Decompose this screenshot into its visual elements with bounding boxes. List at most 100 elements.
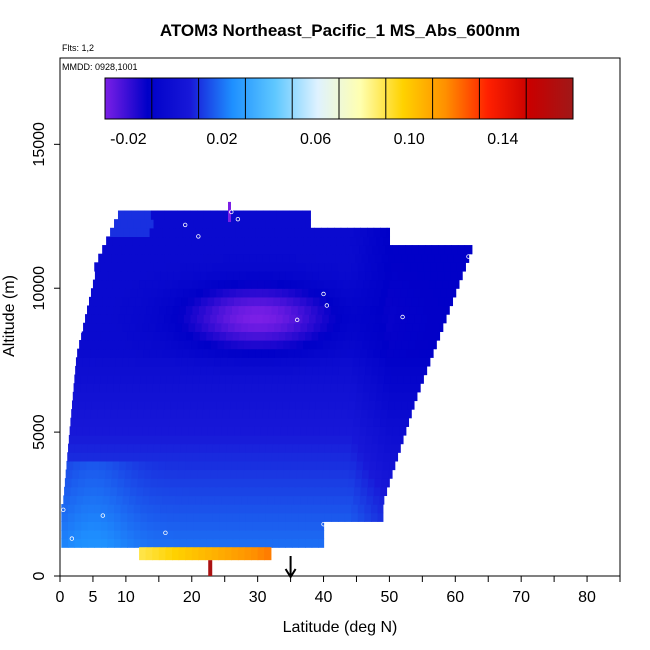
heatmap-cell (325, 365, 333, 376)
heatmap-cell (201, 495, 209, 505)
heatmap-cell (183, 288, 191, 298)
heatmap-cell (295, 210, 304, 220)
heatmap-cell (228, 227, 236, 238)
heatmap-cell (407, 314, 416, 324)
heatmap-cell (262, 409, 270, 419)
heatmap-cell (184, 391, 192, 402)
heatmap-cell (375, 469, 383, 479)
heatmap-cell (326, 322, 335, 332)
heatmap-cell (131, 469, 139, 479)
heatmap-cell (336, 236, 344, 246)
heatmap-cell (275, 478, 283, 488)
heatmap-cell (83, 486, 92, 497)
heatmap-cell (339, 426, 347, 436)
heatmap-cell (274, 495, 282, 505)
heatmap-cell (292, 365, 300, 376)
heatmap-cell (318, 270, 327, 281)
heatmap-cell (150, 478, 158, 488)
heatmap-cell (385, 245, 393, 255)
heatmap-cell (346, 495, 354, 505)
heatmap-cell (180, 270, 188, 281)
heatmap-cell (185, 383, 193, 393)
heatmap-cell (160, 512, 168, 522)
heatmap-cell (125, 279, 134, 289)
heatmap-cell (337, 374, 346, 384)
heatmap-cell (70, 417, 78, 427)
heatmap-cell (237, 391, 245, 402)
heatmap-cell (163, 288, 171, 298)
heatmap-cell (99, 391, 107, 402)
heatmap-cell (76, 426, 84, 436)
heatmap-cell (366, 417, 375, 427)
heatmap-cell (319, 426, 328, 436)
heatmap-cell (129, 486, 138, 497)
heatmap-cell (156, 227, 164, 238)
heatmap-cell (380, 227, 388, 238)
heatmap-cell (258, 374, 267, 384)
heatmap-cell (311, 538, 319, 548)
heatmap-cell (415, 391, 418, 402)
heatmap-cell (287, 348, 296, 358)
heatmap-cell (314, 409, 323, 419)
heatmap-cell (357, 305, 365, 315)
heatmap-cell (394, 253, 402, 263)
heatmap-cell (94, 374, 102, 384)
heatmap-cell (157, 253, 165, 263)
heatmap-cell (125, 460, 133, 471)
heatmap-cell (222, 478, 231, 488)
low-layer-cell (198, 547, 206, 561)
heatmap-cell (313, 495, 321, 505)
heatmap-cell (162, 227, 170, 238)
heatmap-cell (317, 305, 325, 315)
heatmap-cell (212, 512, 221, 522)
heatmap-cell (85, 400, 93, 410)
heatmap-cell (152, 305, 161, 315)
latitude-arrow (284, 556, 297, 579)
heatmap-cell (275, 409, 283, 419)
heatmap-cell (311, 443, 319, 453)
heatmap-cell (298, 512, 306, 522)
heatmap-cell (137, 400, 146, 410)
heatmap-cell (186, 504, 194, 514)
heatmap-cell (173, 219, 181, 229)
heatmap-cell (187, 434, 195, 445)
heatmap-cell (199, 305, 207, 315)
heatmap-cell (397, 270, 406, 281)
heatmap-cell (340, 348, 348, 358)
heatmap-cell (403, 262, 412, 272)
heatmap-cell (114, 504, 122, 514)
heatmap-cell (140, 262, 148, 272)
heatmap-cell (311, 452, 319, 462)
heatmap-cell (422, 279, 430, 289)
heatmap-cell (365, 365, 373, 376)
heatmap-cell (87, 305, 95, 315)
heatmap-cell (291, 504, 300, 514)
heatmap-cell (314, 348, 322, 358)
heatmap-cell (248, 486, 256, 497)
heatmap-cell (276, 340, 284, 350)
heatmap-cell (141, 357, 150, 367)
heatmap-cell (245, 504, 253, 514)
heatmap-cell (150, 288, 158, 298)
heatmap-cell (351, 512, 359, 522)
heatmap-cell (140, 521, 148, 531)
heatmap-cell (453, 288, 457, 298)
x-tick-label: 40 (315, 589, 333, 606)
heatmap-cell (102, 322, 111, 332)
heatmap-cell (414, 253, 422, 263)
heatmap-cell (409, 305, 418, 315)
heatmap-cell (195, 227, 203, 238)
heatmap-cell (265, 521, 273, 531)
heatmap-cell (264, 236, 272, 246)
heatmap-cell (210, 314, 218, 324)
heatmap-cell (278, 219, 286, 229)
heatmap-cell (273, 296, 281, 307)
heatmap-cell (283, 460, 292, 471)
heatmap-cell (407, 400, 415, 410)
heatmap-cell (193, 331, 201, 341)
heatmap-cell (99, 460, 107, 471)
heatmap-cell (396, 279, 404, 289)
heatmap-cell (263, 400, 271, 410)
heatmap-cell (132, 236, 140, 246)
heatmap-cell (272, 219, 280, 229)
